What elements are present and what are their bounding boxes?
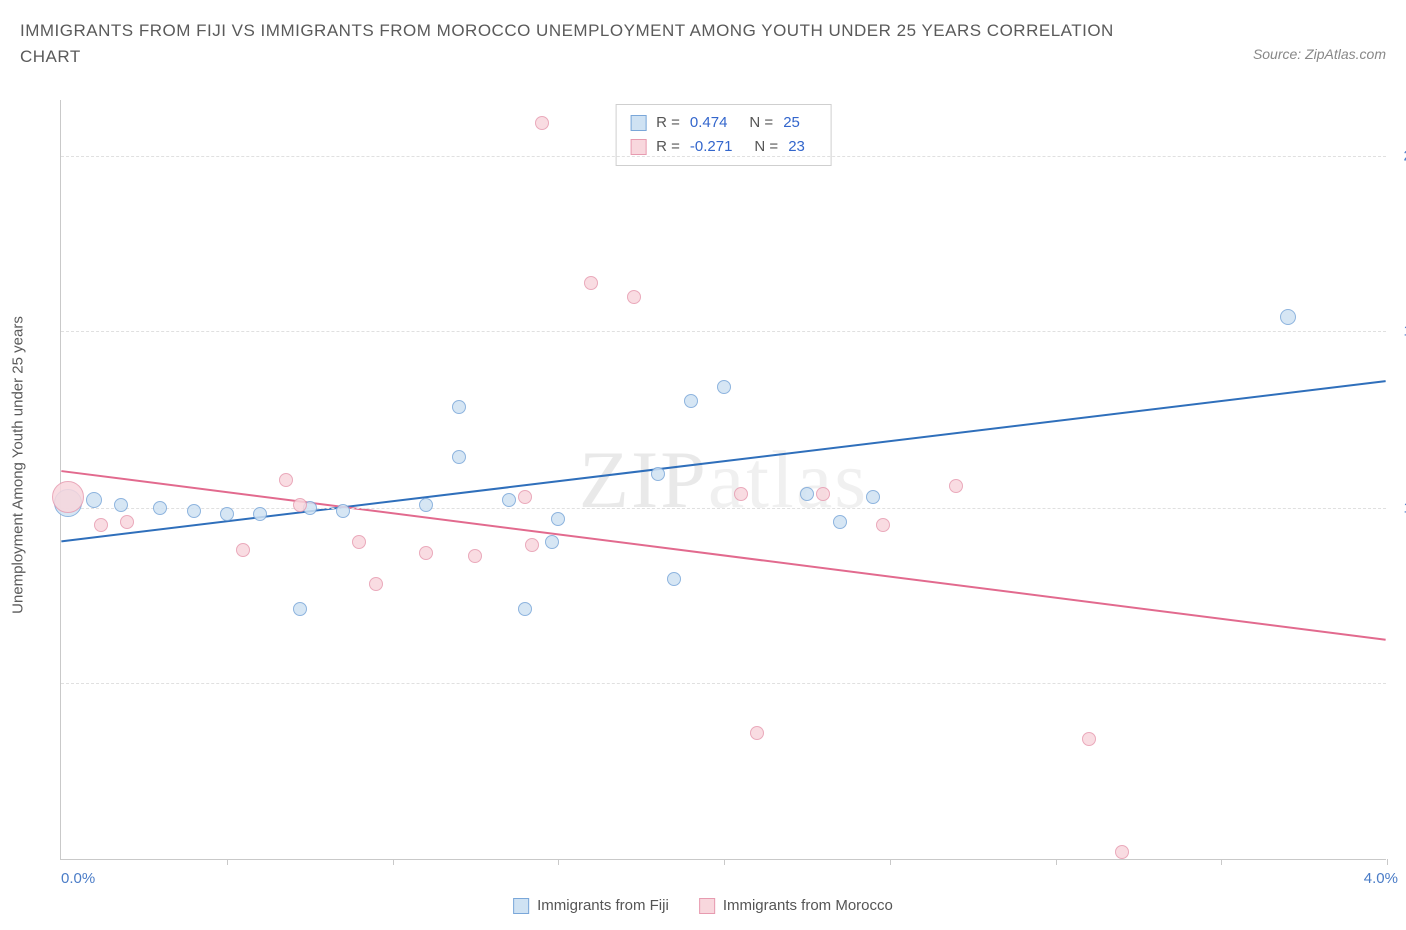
- stats-row-fiji: R = 0.474 N = 25: [630, 111, 817, 135]
- data-point-fiji: [114, 498, 128, 512]
- legend-item: Immigrants from Fiji: [513, 897, 669, 914]
- data-point-fiji: [452, 450, 466, 464]
- data-point-fiji: [545, 535, 559, 549]
- x-tick: [393, 859, 394, 865]
- data-point-fiji: [452, 400, 466, 414]
- n-label: N =: [749, 111, 773, 135]
- legend-label: Immigrants from Morocco: [723, 897, 893, 914]
- data-point-fiji: [419, 498, 433, 512]
- data-point-morocco: [419, 546, 433, 560]
- y-tick-label: 18.8%: [1391, 322, 1406, 339]
- legend-item: Immigrants from Morocco: [699, 897, 893, 914]
- gridline: [61, 683, 1386, 684]
- data-point-fiji: [684, 394, 698, 408]
- y-tick-label: 6.3%: [1391, 674, 1406, 691]
- data-point-morocco: [94, 518, 108, 532]
- swatch-icon: [699, 898, 715, 914]
- gridline: [61, 331, 1386, 332]
- x-axis-min-label: 0.0%: [61, 870, 95, 887]
- data-point-morocco: [369, 577, 383, 591]
- data-point-fiji: [866, 490, 880, 504]
- y-axis-label: Unemployment Among Youth under 25 years: [10, 316, 27, 614]
- data-point-fiji: [220, 507, 234, 521]
- data-point-fiji: [336, 504, 350, 518]
- chart-title: IMMIGRANTS FROM FIJI VS IMMIGRANTS FROM …: [20, 18, 1140, 69]
- data-point-morocco: [816, 487, 830, 501]
- series-legend: Immigrants from Fiji Immigrants from Moro…: [513, 897, 893, 914]
- x-tick: [1056, 859, 1057, 865]
- data-point-fiji: [800, 487, 814, 501]
- data-point-fiji: [253, 507, 267, 521]
- n-value: 25: [783, 111, 800, 135]
- swatch-icon: [630, 139, 646, 155]
- trend-lines: [61, 100, 1386, 859]
- data-point-morocco: [293, 498, 307, 512]
- data-point-morocco: [279, 473, 293, 487]
- data-point-fiji: [187, 504, 201, 518]
- data-point-fiji: [667, 572, 681, 586]
- data-point-fiji: [86, 492, 102, 508]
- data-point-morocco: [627, 290, 641, 304]
- trend-line-morocco: [61, 471, 1385, 640]
- data-point-morocco: [352, 535, 366, 549]
- swatch-icon: [513, 898, 529, 914]
- data-point-fiji: [502, 493, 516, 507]
- swatch-icon: [630, 115, 646, 131]
- y-tick-label: 12.5%: [1391, 500, 1406, 517]
- data-point-morocco: [468, 549, 482, 563]
- chart-header: IMMIGRANTS FROM FIJI VS IMMIGRANTS FROM …: [0, 0, 1406, 69]
- data-point-fiji: [833, 515, 847, 529]
- r-label: R =: [656, 111, 680, 135]
- data-point-morocco: [584, 276, 598, 290]
- data-point-fiji: [551, 512, 565, 526]
- y-tick-label: 25.0%: [1391, 148, 1406, 165]
- legend-label: Immigrants from Fiji: [537, 897, 669, 914]
- gridline: [61, 156, 1386, 157]
- x-tick: [558, 859, 559, 865]
- data-point-morocco: [52, 481, 84, 513]
- watermark: ZIPatlas: [579, 433, 868, 527]
- chart-source: Source: ZipAtlas.com: [1253, 18, 1386, 62]
- scatter-plot: ZIPatlas R =0.474N =25R =-0.271N =23 0.0…: [60, 100, 1386, 860]
- x-tick: [890, 859, 891, 865]
- x-tick: [227, 859, 228, 865]
- data-point-fiji: [651, 467, 665, 481]
- data-point-morocco: [525, 538, 539, 552]
- x-tick: [724, 859, 725, 865]
- data-point-morocco: [518, 490, 532, 504]
- data-point-morocco: [1082, 732, 1096, 746]
- x-axis-max-label: 4.0%: [1364, 870, 1398, 887]
- data-point-fiji: [1280, 309, 1296, 325]
- x-tick: [1387, 859, 1388, 865]
- data-point-morocco: [1115, 845, 1129, 859]
- data-point-morocco: [949, 479, 963, 493]
- data-point-morocco: [535, 116, 549, 130]
- data-point-morocco: [236, 543, 250, 557]
- data-point-morocco: [120, 515, 134, 529]
- data-point-fiji: [153, 501, 167, 515]
- data-point-morocco: [750, 726, 764, 740]
- r-value: 0.474: [690, 111, 728, 135]
- data-point-morocco: [876, 518, 890, 532]
- data-point-fiji: [717, 380, 731, 394]
- data-point-fiji: [293, 602, 307, 616]
- data-point-fiji: [518, 602, 532, 616]
- x-tick: [1221, 859, 1222, 865]
- data-point-morocco: [734, 487, 748, 501]
